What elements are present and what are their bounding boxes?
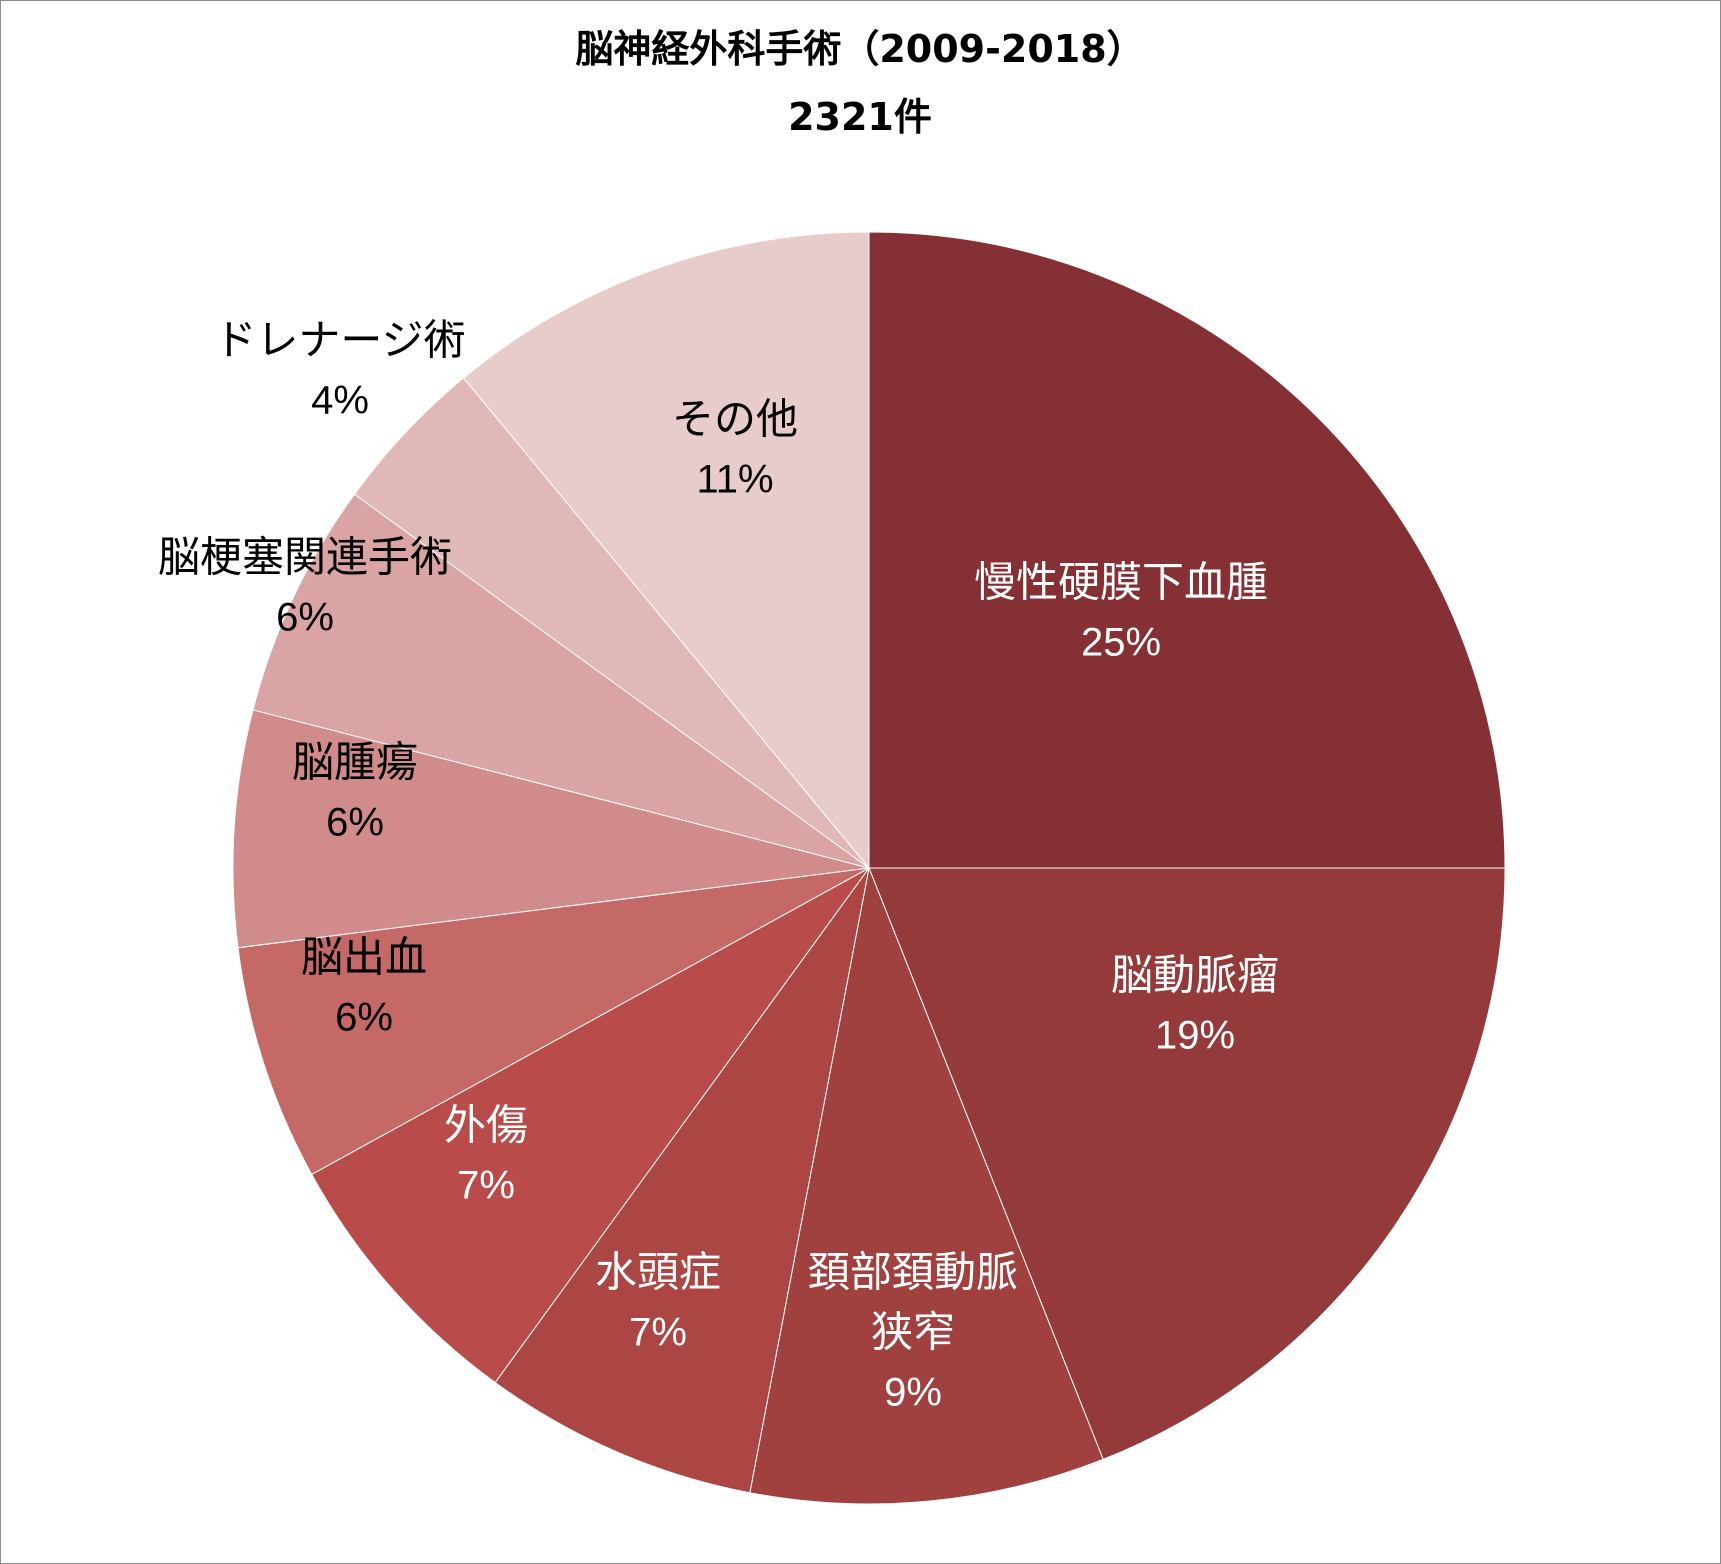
slice-percent-label: 19%	[1155, 1014, 1235, 1058]
slice-percent-label: 6%	[276, 596, 334, 640]
slice-name-label: 頚部頚動脈	[808, 1248, 1018, 1297]
chart-subtitle: 2321件	[788, 95, 932, 139]
slice-name-label: 脳動脈瘤	[1111, 951, 1279, 1000]
pie-slice	[252, 493, 870, 869]
pie-slice	[237, 867, 870, 1176]
pie-slice	[310, 867, 870, 1384]
slice-name-label: 外傷	[444, 1101, 528, 1150]
pie-slice	[494, 867, 870, 1494]
pie-slice	[749, 866, 1104, 1505]
pie-slice	[868, 867, 1506, 1460]
pie-slice	[462, 231, 870, 870]
slice-name-label: 脳腫瘍	[292, 738, 418, 787]
pie-slice	[232, 709, 870, 949]
slice-name-label: 慢性硬膜下血腫	[974, 558, 1268, 607]
slice-percent-label: 25%	[1081, 621, 1161, 665]
slice-name-label: 狭窄	[871, 1308, 955, 1357]
slice-percent-label: 4%	[311, 379, 369, 423]
slice-name-label: ドレナージ術	[214, 316, 465, 365]
slice-name-label: 水頭症	[595, 1248, 721, 1297]
slice-percent-label: 6%	[335, 996, 393, 1040]
slice-percent-label: 7%	[457, 1164, 515, 1208]
slice-percent-label: 11%	[696, 458, 773, 502]
slice-percent-label: 9%	[884, 1371, 942, 1415]
chart-title: 脳神経外科手術（2009-2018）	[575, 27, 1144, 71]
pie-slices	[232, 231, 1506, 1505]
slice-percent-label: 7%	[629, 1311, 687, 1355]
slice-name-label: 脳出血	[301, 933, 427, 982]
pie-slice	[868, 231, 1506, 869]
slice-name-label: 脳梗塞関連手術	[158, 533, 452, 582]
slice-percent-label: 6%	[326, 801, 384, 845]
slice-name-label: その他	[672, 395, 798, 444]
